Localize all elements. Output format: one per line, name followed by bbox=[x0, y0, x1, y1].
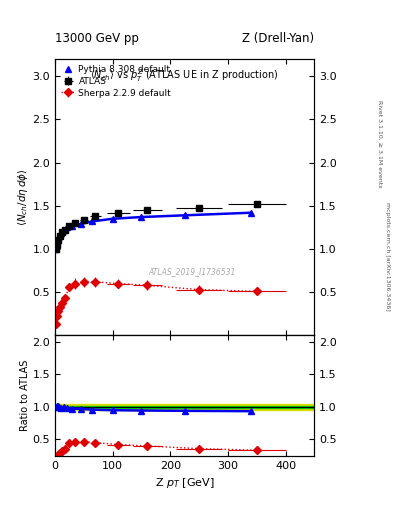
Y-axis label: $\langle N_{ch}/d\eta\, d\phi\rangle$: $\langle N_{ch}/d\eta\, d\phi\rangle$ bbox=[16, 168, 29, 226]
Pythia 8.308 default bbox=[90, 218, 95, 224]
Text: Z (Drell-Yan): Z (Drell-Yan) bbox=[242, 32, 314, 45]
Pythia 8.308 default bbox=[64, 224, 69, 230]
Pythia 8.308 default bbox=[53, 246, 58, 252]
Legend: Pythia 8.308 default, ATLAS, Sherpa 2.2.9 default: Pythia 8.308 default, ATLAS, Sherpa 2.2.… bbox=[59, 63, 173, 99]
Text: 13000 GeV pp: 13000 GeV pp bbox=[55, 32, 139, 45]
Pythia 8.308 default bbox=[110, 216, 115, 222]
Line: Pythia 8.308 default: Pythia 8.308 default bbox=[53, 210, 254, 252]
Pythia 8.308 default bbox=[182, 212, 187, 219]
Pythia 8.308 default bbox=[55, 237, 60, 243]
Pythia 8.308 default bbox=[61, 227, 66, 233]
X-axis label: Z $p_T$ [GeV]: Z $p_T$ [GeV] bbox=[155, 476, 215, 490]
Pythia 8.308 default bbox=[70, 223, 75, 229]
Pythia 8.308 default bbox=[57, 233, 61, 239]
Pythia 8.308 default bbox=[139, 214, 144, 220]
Text: mcplots.cern.ch [arXiv:1306.3436]: mcplots.cern.ch [arXiv:1306.3436] bbox=[385, 202, 389, 310]
Pythia 8.308 default bbox=[59, 229, 63, 236]
Pythia 8.308 default bbox=[79, 221, 83, 227]
Text: ATLAS_2019_I1736531: ATLAS_2019_I1736531 bbox=[149, 268, 236, 276]
Pythia 8.308 default bbox=[249, 209, 253, 216]
Bar bbox=[55, 403, 314, 410]
Text: $\langle N_{ch}\rangle$ vs $p_T^Z$ (ATLAS UE in Z production): $\langle N_{ch}\rangle$ vs $p_T^Z$ (ATLA… bbox=[90, 67, 279, 84]
Text: Rivet 3.1.10, ≥ 3.1M events: Rivet 3.1.10, ≥ 3.1M events bbox=[377, 100, 382, 187]
Bar bbox=[55, 407, 314, 408]
Y-axis label: Ratio to ATLAS: Ratio to ATLAS bbox=[20, 360, 29, 431]
Pythia 8.308 default bbox=[54, 241, 59, 247]
